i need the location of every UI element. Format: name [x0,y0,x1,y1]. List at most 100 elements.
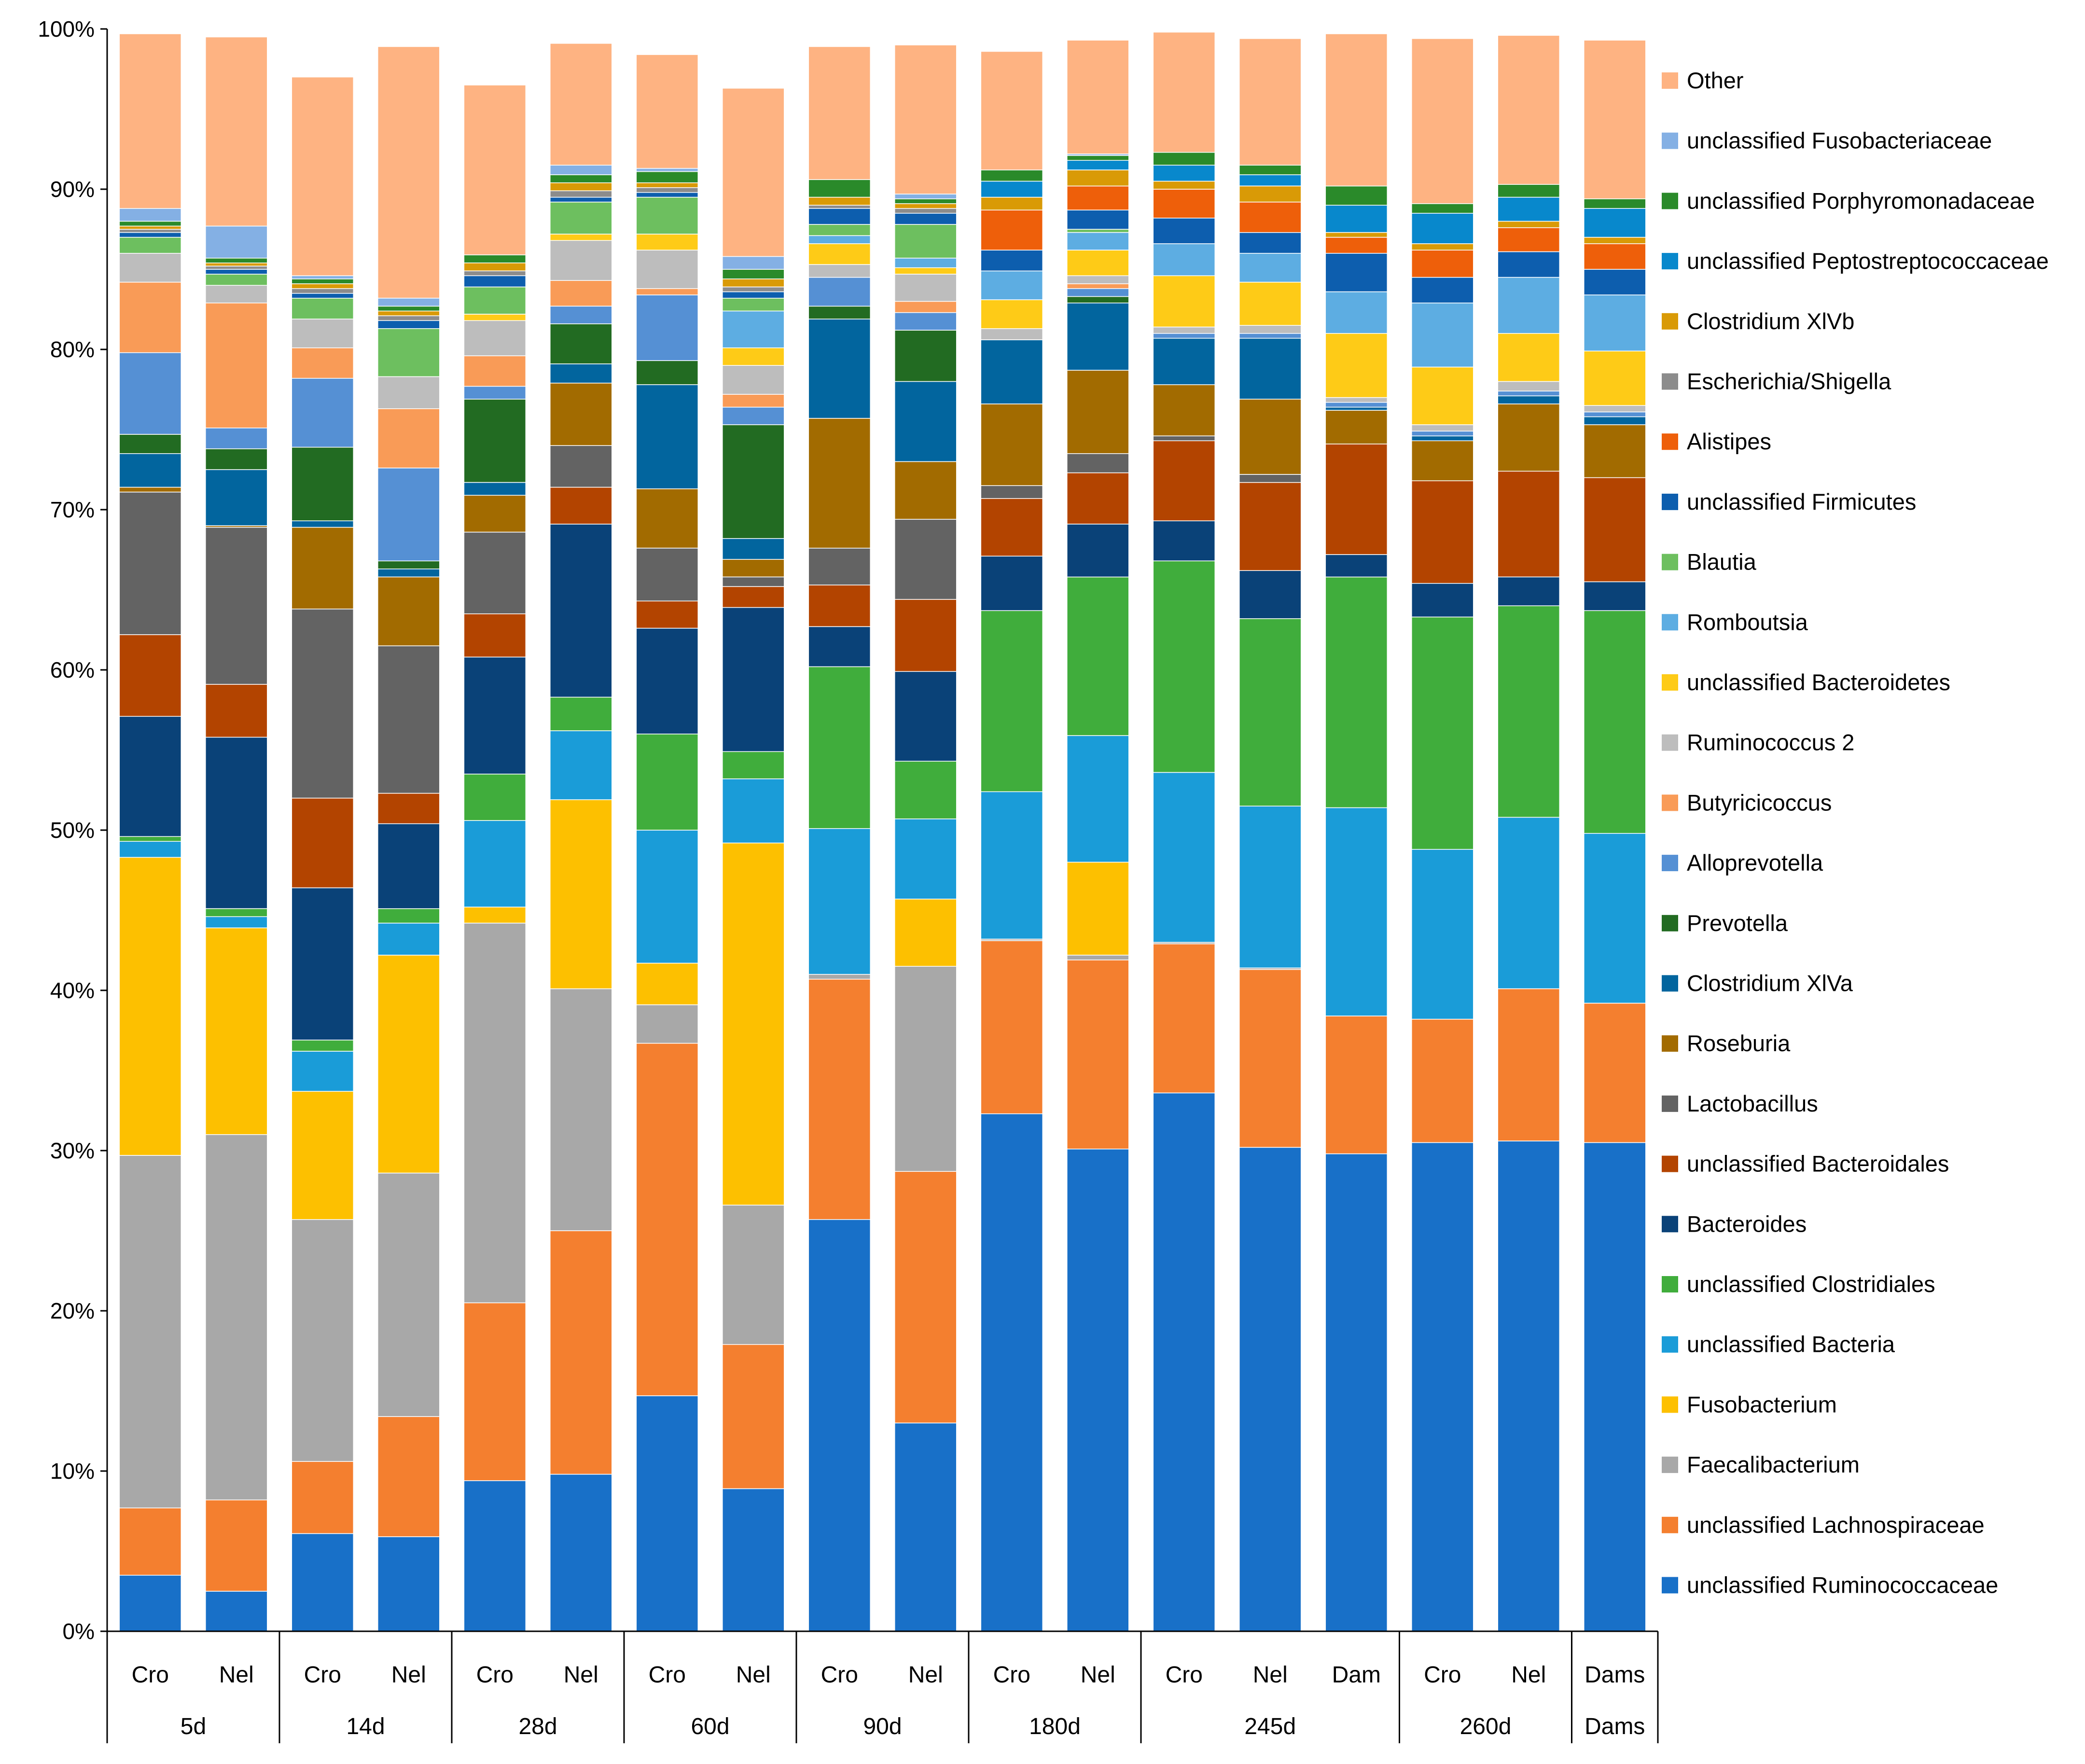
legend-label-unclassified-peptostreptococcaceae: unclassified Peptostreptococcaceae [1687,248,2049,274]
legend-label-blautia: Blautia [1687,549,1757,575]
bar-segment-clostridium-xlva-3 [377,569,440,578]
bar-segment-unclassified-fusobacteriaceae-0 [119,208,182,222]
bar-segment-clostridium-xlva-1 [205,469,268,526]
bar-segment-unclassified-ruminococcaceae-7 [722,1488,785,1632]
bar-segment-unclassified-lachnospiraceae-9 [894,1171,957,1424]
bar-segment-unclassified-lachnospiraceae-4 [463,1302,527,1481]
group-label-90d: 90d [863,1714,902,1739]
bar-segment-faecalibacterium-4 [463,922,527,1304]
bar-segment-unclassified-lachnospiraceae-5 [550,1230,612,1475]
bar-segment-faecalibacterium-11 [1067,955,1129,960]
bar-segment-ruminococcus-2-2 [291,319,354,348]
bar-segment-unclassified-bacteria-11 [1067,735,1129,863]
bar-segment-unclassified-ruminococcaceae-8 [808,1219,871,1632]
bar-segment-faecalibacterium-6 [636,1004,699,1044]
bar-segment-unclassified-bacteria-3 [377,922,440,956]
bar-segment-alloprevotella-6 [636,294,699,361]
bar-segment-unclassified-fusobacteriaceae-3 [377,298,440,307]
bar-segment-unclassified-bacteria-10 [980,791,1043,940]
x-tick-label-10: Cro [993,1662,1030,1688]
bar-segment-blautia-3 [377,328,440,377]
bar-segment-clostridium-xlvb-3 [377,310,440,317]
bar-segment-unclassified-porphyromonadaceae-15 [1411,203,1474,214]
bar-segment-fusobacterium-3 [377,955,440,1174]
bar-segments [119,31,1646,1632]
legend-swatch-escherichia-shigella [1662,373,1678,390]
bar-segment-unclassified-porphyromonadaceae-3 [377,306,440,312]
bar-segment-unclassified-clostridiales-16 [1497,605,1560,818]
bar-segment-other-15 [1411,38,1474,204]
bar-segment-butyricicoccus-2 [291,347,354,379]
bar-segment-unclassified-lachnospiraceae-16 [1497,988,1560,1141]
bar-segment-other-4 [463,84,527,255]
bar-segment-unclassified-lachnospiraceae-2 [291,1461,354,1534]
bar-segment-romboutsia-14 [1325,291,1388,334]
bar-segment-clostridium-xlva-17 [1584,416,1646,425]
bar-segment-bacteroides-16 [1497,576,1560,606]
legend: Other unclassified Fusobacteriaceae unclas… [1662,68,2049,1598]
legend-swatch-alistipes [1662,433,1678,450]
bar-segment-unclassified-clostridiales-11 [1067,576,1129,736]
group-label-60d: 60d [691,1714,729,1739]
legend-swatch-prevotella [1662,915,1678,931]
legend-swatch-blautia [1662,554,1678,570]
bar-segment-fusobacterium-6 [636,962,699,1005]
bar-segment-alistipes-13 [1239,201,1302,233]
bar-segment-unclassified-firmicutes-17 [1584,269,1646,295]
x-category-labels: Cro Nel Cro Nel Cro Nel Cro Nel Cro Nel Cro Nel Cro N… [132,1662,1645,1688]
group-label-28d: 28d [518,1714,557,1739]
bar-segment-other-3 [377,46,440,299]
bar-segment-escherichia-shigella-6 [636,187,699,193]
bar-segment-bacteroides-7 [722,607,785,752]
bar-segment-faecalibacterium-2 [291,1219,354,1462]
x-tick-label-3: Nel [391,1662,426,1688]
bar-segment-clostridium-xlvb-0 [119,225,182,230]
bar-segment-unclassified-bacteroidetes-7 [722,347,785,366]
bar-segment-unclassified-ruminococcaceae-1 [205,1591,268,1632]
bar-segment-butyricicoccus-5 [550,280,612,307]
bar-segment-bacteroides-17 [1584,581,1646,611]
bar-segment-unclassified-ruminococcaceae-0 [119,1575,182,1632]
bar-segment-roseburia-6 [636,488,699,549]
bar-segment-escherichia-shigella-1 [205,265,268,270]
bar-segment-blautia-9 [894,224,957,259]
bar-segment-unclassified-bacteroidales-0 [119,634,182,717]
bar-segment-unclassified-ruminococcaceae-16 [1497,1140,1560,1632]
legend-label-unclassified-bacteroidales: unclassified Bacteroidales [1687,1151,1949,1177]
legend-label-unclassified-firmicutes: unclassified Firmicutes [1687,489,1916,514]
bar-segment-blautia-8 [808,224,871,236]
bar-segment-unclassified-bacteroidetes-9 [894,267,957,275]
bar-segment-fusobacterium-9 [894,899,957,967]
bar-segment-unclassified-clostridiales-4 [463,774,527,821]
group-label-14d: 14d [346,1714,385,1739]
bar-segment-unclassified-porphyromonadaceae-13 [1239,165,1302,175]
bar-segment-clostridium-xlvb-14 [1325,232,1388,238]
y-tick-label-90: 90% [50,177,95,202]
bar-segment-bacteroides-0 [119,716,182,837]
bar-segment-roseburia-3 [377,576,440,646]
bar-segment-unclassified-firmicutes-9 [894,213,957,225]
bar-segment-alistipes-12 [1153,189,1216,219]
bar-segment-alloprevotella-5 [550,306,612,324]
bar-segment-blautia-0 [119,236,182,254]
x-tick-label-12: Cro [1166,1662,1203,1688]
bar-segment-alloprevotella-13 [1239,333,1302,339]
legend-swatch-romboutsia [1662,614,1678,631]
bar-segment-unclassified-clostridiales-9 [894,761,957,819]
bar-segment-clostridium-xlvb-7 [722,278,785,288]
bar-segment-escherichia-shigella-0 [119,229,182,233]
bar-segment-unclassified-bacteroidetes-12 [1153,275,1216,328]
bar-segment-lactobacillus-0 [119,491,182,635]
legend-swatch-faecalibacterium [1662,1457,1678,1473]
legend-swatch-alloprevotella [1662,855,1678,872]
bar-segment-blautia-6 [636,196,699,235]
bar-segment-alloprevotella-15 [1411,431,1474,437]
bar-segment-unclassified-bacteroidetes-13 [1239,281,1302,326]
bar-segment-unclassified-bacteroidetes-15 [1411,366,1474,425]
bar-segment-unclassified-bacteroidetes-6 [636,234,699,250]
legend-label-unclassified-bacteria: unclassified Bacteria [1687,1332,1895,1357]
bar-segment-unclassified-firmicutes-15 [1411,277,1474,304]
bar-segment-faecalibacterium-9 [894,966,957,1172]
bar-segment-other-10 [980,51,1043,170]
